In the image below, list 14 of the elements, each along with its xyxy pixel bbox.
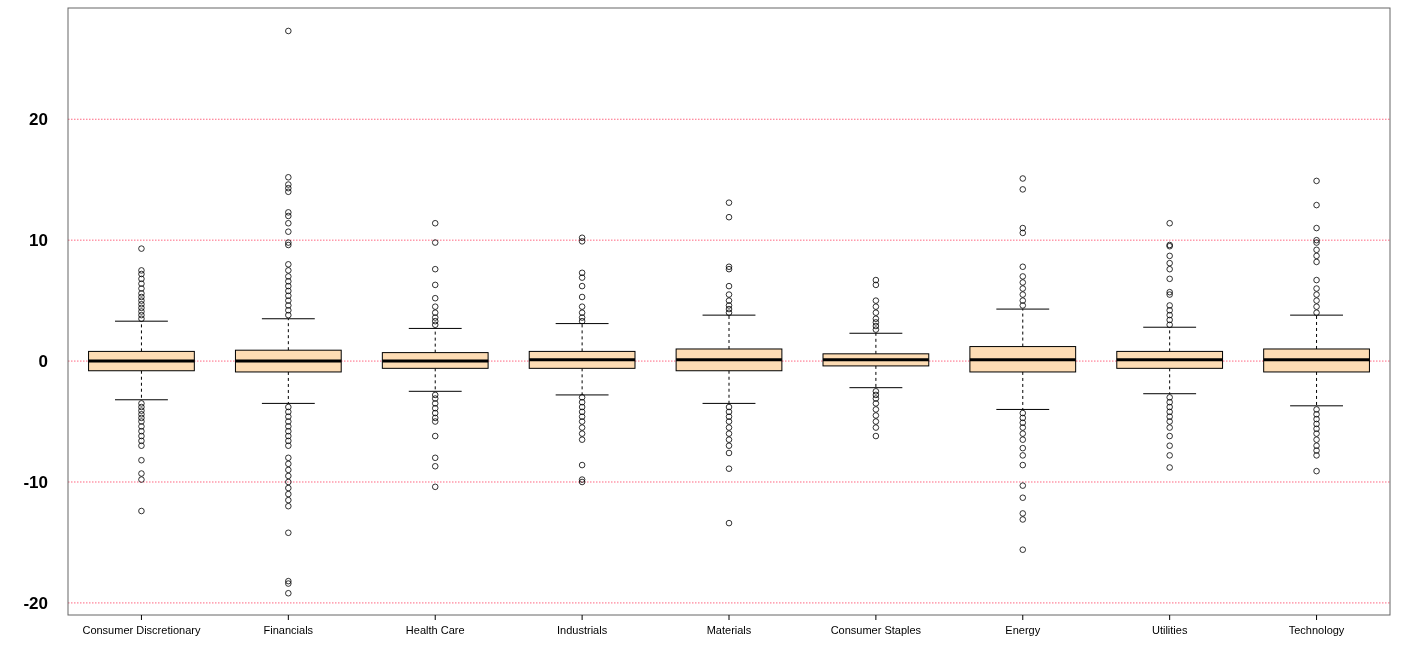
x-tick-label: Consumer Staples [830,624,922,636]
x-tick-label: Materials [706,624,752,636]
x-tick-label: Technology [1288,624,1345,636]
y-tick-label: -10 [23,472,48,492]
x-tick-label: Financials [263,624,314,636]
x-tick-label: Industrials [557,624,608,636]
y-tick-label: 0 [38,352,48,372]
x-tick-label: Health Care [405,624,465,636]
y-tick-label: 20 [29,110,48,130]
x-tick-label: Energy [1005,624,1041,636]
y-tick-label: 10 [29,231,48,251]
x-tick-label: Consumer Discretionary [82,624,201,636]
y-tick-label: -20 [23,593,48,613]
x-tick-label: Utilities [1151,624,1188,636]
